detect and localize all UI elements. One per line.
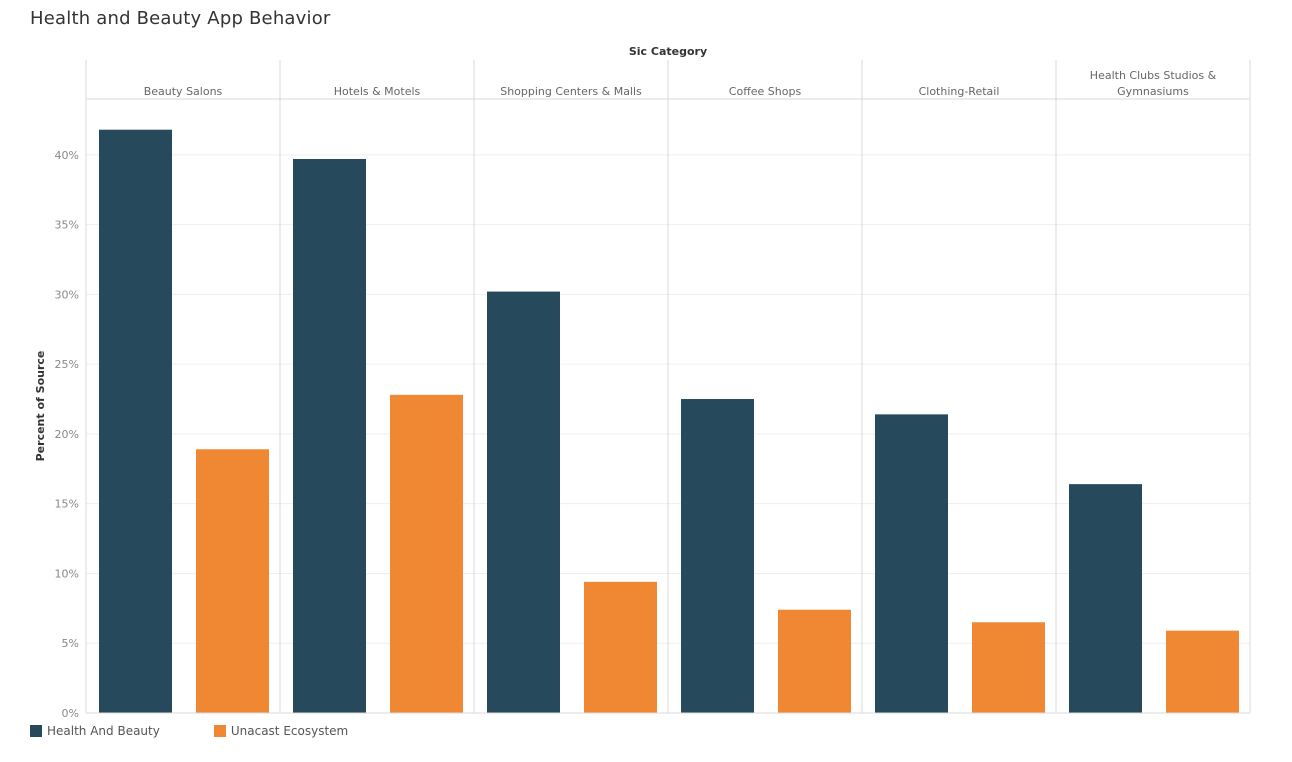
y-tick-label: 5% <box>62 637 79 650</box>
legend-swatch-health-and-beauty <box>30 725 42 737</box>
legend-swatch-unacast-ecosystem <box>213 725 226 737</box>
bar-health-and-beauty-health-clubs-studios-and-gymnasiums <box>1069 484 1142 713</box>
legend-label-health-and-beauty: Health And Beauty <box>47 724 160 738</box>
bar-unacast-ecosystem-hotels-and-motels <box>390 394 463 713</box>
bar-health-and-beauty-coffee-shops <box>681 399 754 713</box>
category-label-hotels-and-motels: Hotels & Motels <box>334 85 421 98</box>
category-label-shopping-centers-and-malls: Shopping Centers & Malls <box>500 85 642 98</box>
category-label-clothing-retail: Clothing-Retail <box>919 85 1000 98</box>
column-header: Sic Category <box>629 45 707 58</box>
y-tick-label: 30% <box>55 288 79 301</box>
legend-item-health-and-beauty[interactable]: Health And Beauty <box>30 724 160 738</box>
bar-unacast-ecosystem-shopping-centers-and-malls <box>584 581 657 713</box>
y-tick-label: 10% <box>55 567 79 580</box>
bar-unacast-ecosystem-health-clubs-studios-and-gymnasiums <box>1166 630 1239 713</box>
category-label-health-clubs-studios-and-gymnasiums: Gymnasiums <box>1117 85 1189 98</box>
bar-unacast-ecosystem-clothing-retail <box>972 622 1045 713</box>
bar-unacast-ecosystem-coffee-shops <box>778 609 851 713</box>
legend-item-unacast-ecosystem[interactable]: Unacast Ecosystem <box>213 724 349 738</box>
y-tick-label: 20% <box>55 428 79 441</box>
bar-health-and-beauty-beauty-salons <box>99 129 172 713</box>
y-tick-label: 15% <box>55 498 79 511</box>
bar-unacast-ecosystem-beauty-salons <box>196 449 269 713</box>
category-label-coffee-shops: Coffee Shops <box>729 85 802 98</box>
bar-health-and-beauty-shopping-centers-and-malls <box>487 291 560 713</box>
chart-title: Health and Beauty App Behavior <box>30 8 331 29</box>
y-tick-label: 35% <box>55 219 79 232</box>
bar-health-and-beauty-clothing-retail <box>875 414 948 713</box>
legend: Health And Beauty Unacast Ecosystem <box>30 724 402 738</box>
y-tick-label: 0% <box>62 707 79 720</box>
legend-label-unacast-ecosystem: Unacast Ecosystem <box>230 724 349 738</box>
bar-health-and-beauty-hotels-and-motels <box>293 159 366 714</box>
category-label-beauty-salons: Beauty Salons <box>144 85 223 98</box>
y-tick-label: 40% <box>55 149 79 162</box>
y-tick-label: 25% <box>55 358 79 371</box>
category-label-health-clubs-studios-and-gymnasiums: Health Clubs Studios & <box>1090 69 1217 82</box>
y-axis-title: Percent of Source <box>34 351 47 462</box>
